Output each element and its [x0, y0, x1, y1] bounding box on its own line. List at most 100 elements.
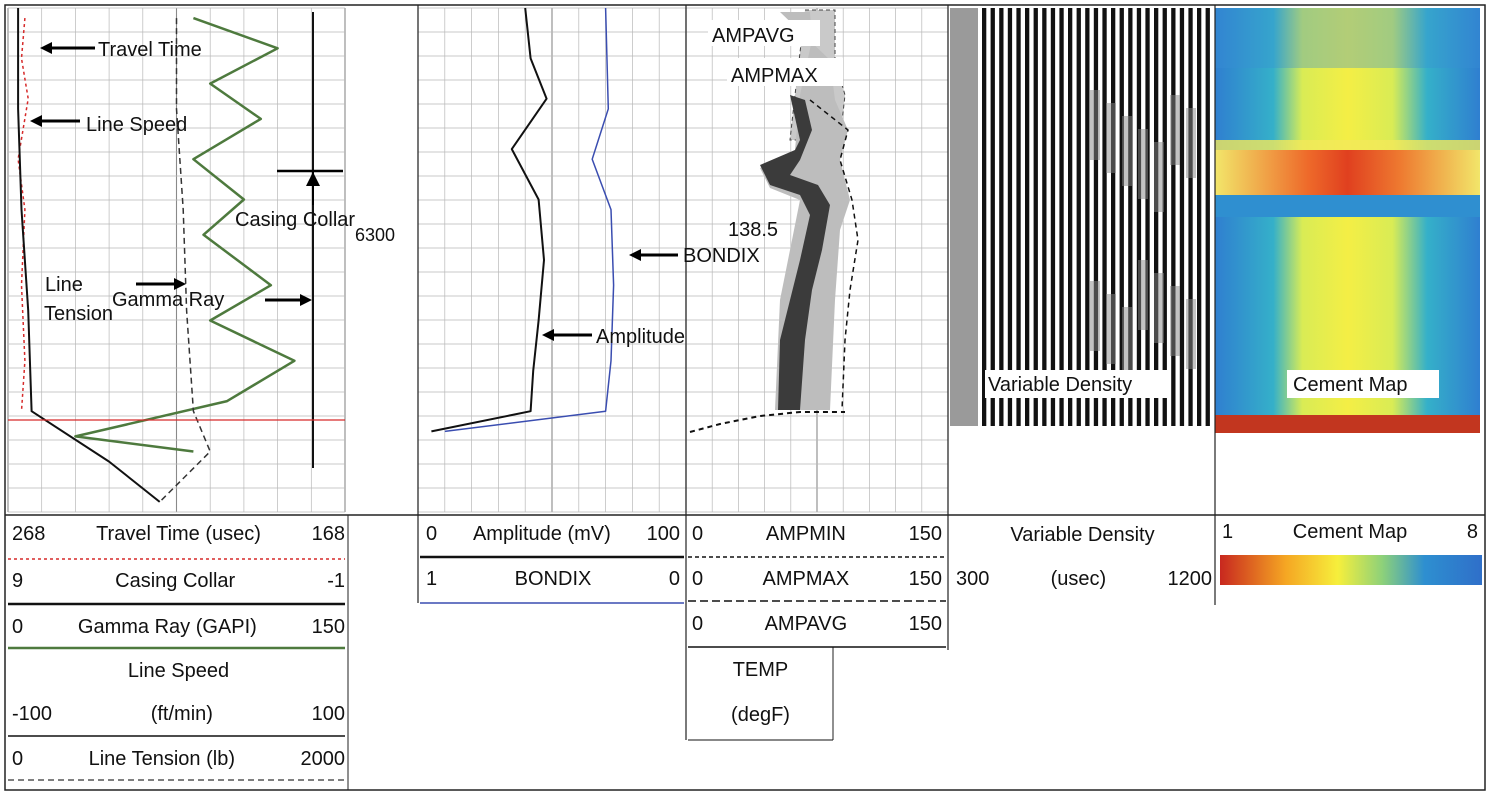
vdl-noise	[1138, 129, 1148, 199]
vdl-stripe	[1162, 8, 1167, 426]
vdl-stripe	[1171, 8, 1176, 426]
legend-name: Gamma Ray (GAPI)	[77, 616, 257, 638]
legend-name: (ft/min)	[150, 703, 213, 725]
track1-annotations: Travel Time Line Speed Casing Collar 630…	[30, 39, 395, 325]
vdl-stripe	[1128, 8, 1133, 426]
track3-annotations: AMPAVG AMPMAX 138.5	[708, 20, 843, 241]
vdl-noise	[1106, 103, 1116, 173]
legend-left: 0	[12, 616, 24, 638]
annot-gamma-ray: Gamma Ray	[112, 289, 224, 311]
vdl-stripe	[1059, 8, 1064, 426]
legend-name: AMPMIN	[765, 523, 846, 545]
legend-name: Casing Collar	[115, 570, 236, 592]
legend-line-speed-title: Line Speed	[12, 660, 345, 683]
legend-name: (usec)	[1050, 568, 1107, 590]
legend-name: Cement Map	[1292, 521, 1408, 543]
vdl-noise	[1186, 108, 1196, 178]
vdl-noise	[1106, 294, 1116, 364]
vdl-noise	[1170, 286, 1180, 356]
legend-line-tension: 0 Line Tension (lb) 2000	[12, 748, 345, 771]
ampmax-tail	[689, 411, 845, 433]
legend-left: 300	[956, 568, 990, 590]
vdl-stripe	[1179, 8, 1185, 426]
legend-name: Line Tension (lb)	[88, 748, 235, 770]
legend-name: Line Speed	[127, 660, 230, 682]
vdl-stripe	[982, 8, 987, 426]
legend-line-speed: -100 (ft/min) 100	[12, 703, 345, 726]
curve-gamma-ray	[74, 16, 296, 453]
legend-gamma-ray: 0 Gamma Ray (GAPI) 150	[12, 616, 345, 639]
legend-left: 0	[692, 613, 704, 635]
legend-right: 150	[908, 523, 942, 545]
vdl-stripe	[1050, 8, 1056, 426]
legend-name: Travel Time (usec)	[96, 523, 261, 545]
legend-temp-unit: (degF)	[731, 704, 790, 726]
annot-line-speed: Line Speed	[86, 114, 187, 136]
curve-amplitude	[431, 7, 548, 433]
vdl-stripe	[999, 8, 1004, 426]
curve-bondix	[444, 7, 615, 433]
vdl-noise	[1154, 273, 1164, 343]
legend-vdl-scale: 300 (usec) 1200	[956, 568, 1212, 591]
vdl-stripe	[990, 8, 995, 426]
track2-grid	[417, 7, 687, 513]
chart-frame	[4, 4, 1486, 791]
legend-right: 150	[311, 616, 345, 638]
curve-line-tension	[159, 18, 211, 503]
legend-vdl-title: Variable Density	[1010, 524, 1155, 546]
cement-scale-bar	[1220, 555, 1482, 585]
curve-line-speed	[17, 8, 161, 503]
legend-lines	[8, 555, 1482, 781]
vdl-left-band	[950, 8, 978, 426]
legend-amplitude: 0 Amplitude (mV) 100	[426, 523, 680, 546]
legend-name: Amplitude (mV)	[472, 523, 611, 545]
depth-label: 6300	[355, 225, 395, 245]
track2-annotations: BONDIX Amplitude	[542, 245, 760, 348]
legend-right: 0	[668, 568, 680, 590]
vdl-noise	[1186, 299, 1196, 369]
track2-curves	[431, 7, 615, 433]
vdl-stripe	[1136, 8, 1142, 426]
vdl-noise	[1138, 260, 1148, 330]
legend-name: AMPMAX	[762, 568, 850, 590]
legend-right: 2000	[300, 748, 346, 770]
vdl-stripe	[1085, 8, 1090, 426]
legend-temp: TEMP	[732, 659, 789, 681]
vdl-noise	[1122, 307, 1132, 377]
legend-ampavg: 0 AMPAVG 150	[692, 613, 942, 636]
vdl-noise	[1170, 95, 1180, 165]
legend-left: 1	[1222, 521, 1234, 543]
legend-cement: 1 Cement Map 8	[1222, 521, 1478, 544]
annot-138-5: 138.5	[728, 219, 778, 241]
vdl-stripe	[1042, 8, 1047, 426]
legend-left: 0	[426, 523, 438, 545]
annot-casing-collar: Casing Collar	[235, 209, 355, 231]
legend-right: -1	[327, 570, 345, 592]
vdl-noise	[1090, 281, 1100, 351]
vdl-stripe	[1188, 8, 1193, 426]
vdl-stripe	[1025, 8, 1030, 426]
annot-ampavg: AMPAVG	[712, 25, 795, 47]
legend-ampmin: 0 AMPMIN 150	[692, 523, 942, 546]
vdl-noise	[1122, 116, 1132, 186]
legend-right: 150	[908, 568, 942, 590]
annot-line: Line	[45, 274, 83, 296]
legend-left: 0	[692, 568, 704, 590]
vdl-stripe	[1197, 8, 1202, 426]
legend-ampmax: 0 AMPMAX 150	[692, 568, 942, 591]
vdl-stripe	[1007, 8, 1013, 426]
ampmax-curve	[809, 99, 859, 411]
legend-left: 268	[12, 523, 46, 545]
vdl-stripe	[1033, 8, 1038, 426]
legend-name: AMPAVG	[764, 613, 848, 635]
vdl-stripe	[1205, 8, 1210, 426]
legend-right: 168	[311, 523, 345, 545]
annot-amplitude: Amplitude	[596, 326, 685, 348]
legend-left: 1	[426, 568, 438, 590]
legend-casing-collar: 9 Casing Collar -1	[12, 570, 345, 593]
vdl-noise	[1090, 90, 1100, 160]
legend-travel-time: 268 Travel Time (usec) 168	[12, 523, 345, 546]
vdl-stripe	[1076, 8, 1081, 426]
annot-tension: Tension	[44, 303, 113, 325]
